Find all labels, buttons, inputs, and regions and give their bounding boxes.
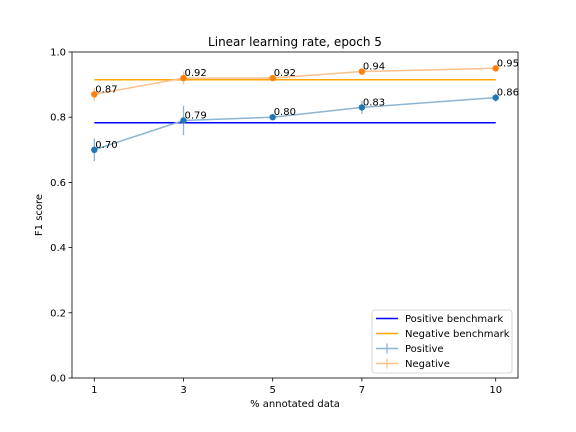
- data-label-positive: 0.70: [95, 140, 117, 151]
- legend-label: Negative: [405, 359, 450, 370]
- y-tick-label: 1.0: [50, 48, 66, 59]
- legend-label: Positive benchmark: [405, 314, 503, 325]
- chart-title: Linear learning rate, epoch 5: [208, 35, 382, 49]
- x-tick-label: 5: [270, 385, 276, 396]
- legend: Positive benchmark Negative benchmark Posi…: [372, 310, 512, 373]
- data-label-positive: 0.83: [363, 97, 385, 108]
- y-tick-label: 0.8: [50, 113, 66, 124]
- x-tick-label: 3: [180, 385, 186, 396]
- x-tick-label: 7: [359, 385, 365, 396]
- legend-label: Positive: [405, 344, 444, 355]
- data-label-positive: 0.80: [274, 107, 296, 118]
- x-axis-label: % annotated data: [250, 399, 340, 410]
- y-tick-label: 0.2: [50, 308, 66, 319]
- x-tick-label: 1: [91, 385, 97, 396]
- data-label-negative: 0.87: [95, 84, 117, 95]
- legend-label: Negative benchmark: [405, 329, 510, 340]
- data-label-negative: 0.94: [363, 62, 385, 73]
- y-tick-label: 0.0: [50, 374, 66, 385]
- data-label-negative: 0.92: [185, 68, 207, 79]
- y-tick-label: 0.6: [50, 178, 66, 189]
- x-tick-label: 10: [489, 385, 502, 396]
- data-label-negative: 0.95: [497, 58, 519, 69]
- y-tick-label: 0.4: [50, 243, 66, 254]
- data-label-negative: 0.92: [274, 68, 296, 79]
- y-axis-label: F1 score: [34, 194, 45, 236]
- data-label-positive: 0.86: [497, 88, 519, 99]
- data-label-positive: 0.79: [185, 110, 207, 121]
